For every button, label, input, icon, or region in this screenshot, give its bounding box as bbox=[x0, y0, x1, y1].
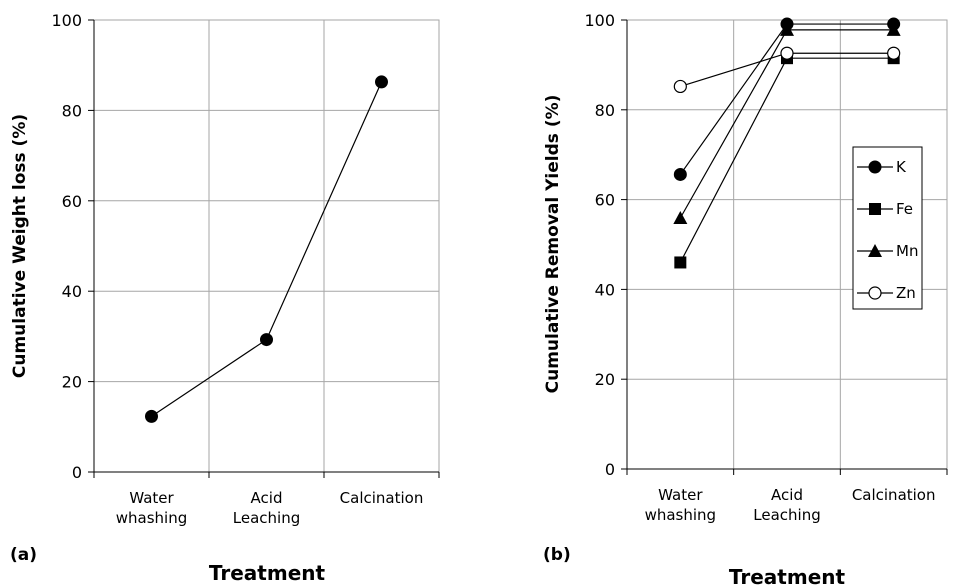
x-ticks-b: Water whashing Acid Leaching Calcination bbox=[621, 468, 948, 524]
y-ticks-a: 0 20 40 60 80 100 bbox=[51, 11, 95, 482]
legend-marker bbox=[868, 244, 882, 257]
panel-label-a: (a) bbox=[10, 545, 37, 565]
x-tick-label: Acid Leaching bbox=[753, 486, 820, 524]
y-axis-title-a: Cumulative Weight loss (%) bbox=[10, 114, 30, 378]
y-tick-label: 40 bbox=[595, 280, 615, 299]
y-tick-label: 20 bbox=[595, 370, 615, 389]
series-layer-a bbox=[145, 75, 388, 423]
data-point bbox=[780, 46, 794, 60]
x-axis-title-a: Treatment bbox=[209, 561, 326, 585]
y-tick-label: 100 bbox=[584, 11, 615, 30]
series-layer-b bbox=[673, 17, 901, 269]
data-point bbox=[887, 46, 901, 60]
y-tick-label: 20 bbox=[62, 373, 82, 392]
gridlines-a bbox=[94, 20, 439, 472]
data-point bbox=[674, 256, 687, 269]
data-point bbox=[886, 22, 901, 36]
data-point bbox=[673, 79, 687, 94]
x-axis-title-b: Treatment bbox=[729, 565, 846, 588]
data-point bbox=[145, 409, 158, 423]
legend-marker bbox=[868, 286, 882, 300]
data-point bbox=[673, 167, 687, 181]
x-tick-label: Water whashing bbox=[116, 489, 187, 527]
legend-marker bbox=[869, 203, 881, 215]
chart-a: 0 20 40 60 80 100 Water whashing Acid Leaching Ca… bbox=[10, 11, 440, 585]
legend-box bbox=[852, 146, 923, 310]
legend-label: Fe bbox=[896, 200, 913, 218]
y-tick-label: 60 bbox=[62, 192, 82, 211]
y-tick-label: 0 bbox=[605, 460, 615, 479]
legend-marker bbox=[868, 160, 882, 174]
legend-label: K bbox=[896, 158, 907, 176]
y-ticks-b: 0 20 40 60 80 100 bbox=[584, 11, 628, 479]
series-line bbox=[151, 81, 383, 417]
legend-label: Zn bbox=[896, 284, 916, 302]
data-point bbox=[673, 211, 688, 225]
panel-label-b: (b) bbox=[543, 545, 571, 565]
x-tick-label: Calcination bbox=[852, 486, 936, 504]
legend: K Fe Mn Zn bbox=[852, 146, 923, 310]
y-tick-label: 80 bbox=[595, 101, 615, 120]
y-tick-label: 40 bbox=[62, 282, 82, 301]
y-axis-title-b: Cumulative Removal Yields (%) bbox=[543, 95, 563, 394]
legend-label: Mn bbox=[896, 242, 918, 260]
y-tick-label: 60 bbox=[595, 191, 615, 210]
x-tick-label: Acid Leaching bbox=[233, 489, 300, 527]
x-ticks-a: Water whashing Acid Leaching Calcination bbox=[88, 471, 440, 527]
data-point bbox=[780, 22, 794, 36]
data-point bbox=[375, 75, 388, 89]
x-tick-label: Calcination bbox=[340, 489, 424, 507]
chart-b: 0 20 40 60 80 100 Water whashing Acid Leaching Ca… bbox=[543, 11, 948, 588]
y-tick-label: 80 bbox=[62, 101, 82, 120]
x-tick-label: Water whashing bbox=[645, 486, 716, 524]
data-point bbox=[260, 333, 273, 347]
plot-area-a bbox=[93, 19, 440, 473]
y-tick-label: 100 bbox=[51, 11, 82, 30]
y-tick-label: 0 bbox=[72, 463, 82, 482]
